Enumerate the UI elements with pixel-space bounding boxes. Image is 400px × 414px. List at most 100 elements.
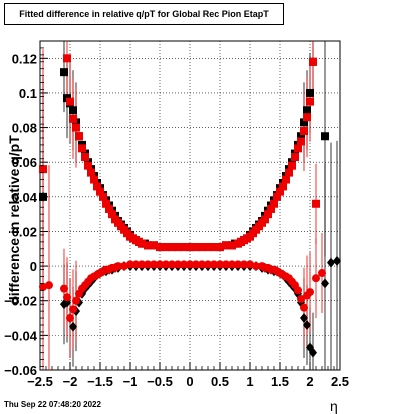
- x-tick-label: −1: [123, 374, 138, 389]
- data-point: [327, 257, 335, 268]
- data-point: [72, 123, 80, 132]
- data-point: [261, 215, 269, 224]
- data-point: [303, 106, 311, 115]
- data-point: [270, 199, 278, 208]
- data-point: [78, 144, 86, 153]
- data-point: [156, 243, 164, 252]
- timestamp-footer: Thu Sep 22 07:48:20 2022: [4, 400, 101, 409]
- data-point: [144, 260, 152, 269]
- data-point: [300, 118, 308, 127]
- data-point: [303, 113, 311, 122]
- data-points: [39, 54, 341, 358]
- x-tick-label: 0.5: [211, 374, 229, 389]
- x-axis-label: η: [330, 398, 338, 414]
- data-point: [66, 97, 74, 106]
- data-point: [285, 168, 293, 177]
- data-point: [69, 321, 77, 332]
- axes: −2.5 −2 −1.5 −1 −0.5 0 0.5 1 1.5 2 2.5 −0.06 −0.04 −0…: [4, 47, 349, 389]
- data-point: [273, 192, 281, 201]
- y-tick-label: 0.04: [12, 190, 38, 205]
- data-point: [168, 243, 176, 252]
- x-tick-label: 1: [246, 374, 253, 389]
- data-point: [267, 204, 275, 213]
- y-tick-label: 0.12: [12, 51, 37, 66]
- data-point: [252, 262, 260, 271]
- data-point: [120, 262, 128, 271]
- data-point: [168, 260, 176, 269]
- data-point: [216, 260, 224, 269]
- data-point: [294, 144, 302, 153]
- data-point: [144, 241, 152, 250]
- data-point: [180, 260, 188, 269]
- data-point: [312, 274, 320, 283]
- data-point: [246, 260, 254, 269]
- y-tick-label: 0.02: [12, 224, 37, 239]
- data-point: [180, 243, 188, 252]
- data-point: [66, 314, 74, 323]
- y-tick-label: 0.08: [12, 121, 37, 136]
- data-point: [228, 260, 236, 269]
- data-point: [210, 243, 218, 252]
- data-point: [138, 239, 146, 248]
- data-point: [72, 296, 80, 305]
- data-point: [96, 187, 104, 196]
- data-point: [198, 243, 206, 252]
- data-point: [114, 262, 122, 271]
- data-point: [63, 293, 71, 302]
- data-point: [321, 132, 329, 141]
- data-point: [216, 243, 224, 252]
- data-point: [69, 114, 77, 123]
- data-point: [174, 260, 182, 269]
- y-tick-label: −0.02: [4, 294, 37, 309]
- data-point: [321, 278, 329, 289]
- data-point: [60, 68, 68, 77]
- data-point: [81, 153, 89, 162]
- data-point: [108, 210, 116, 219]
- data-point: [333, 255, 341, 266]
- data-point: [297, 295, 305, 304]
- data-point: [300, 313, 308, 324]
- data-point: [186, 243, 194, 252]
- data-point: [105, 204, 113, 213]
- data-point: [150, 260, 158, 269]
- data-point: [210, 260, 218, 269]
- data-point: [318, 269, 326, 278]
- x-tick-label: 1.5: [271, 374, 289, 389]
- data-point: [69, 305, 77, 314]
- data-point: [222, 241, 230, 250]
- data-point: [69, 106, 77, 115]
- data-point: [309, 347, 317, 358]
- x-tick-label: −0.5: [147, 374, 173, 389]
- x-tick-label: 0: [186, 374, 193, 389]
- data-point: [306, 88, 314, 97]
- data-point: [192, 243, 200, 252]
- data-point: [102, 199, 110, 208]
- data-point: [306, 288, 314, 297]
- data-point: [288, 161, 296, 170]
- data-point: [204, 260, 212, 269]
- data-point: [156, 260, 164, 269]
- y-tick-label: −0.04: [4, 328, 38, 343]
- data-point: [228, 241, 236, 250]
- y-axis-label: difference in relative q/pT: [6, 135, 22, 305]
- data-point: [126, 260, 134, 269]
- data-point: [63, 54, 71, 63]
- x-tick-label: −2.5: [27, 374, 53, 389]
- y-tick-label: −0.06: [4, 363, 37, 378]
- data-point: [162, 260, 170, 269]
- data-point: [300, 127, 308, 136]
- data-point: [39, 165, 47, 174]
- data-point: [291, 153, 299, 162]
- data-point: [279, 182, 287, 191]
- data-point: [60, 284, 68, 293]
- data-point: [303, 319, 311, 330]
- y-tick-label: 0: [30, 259, 37, 274]
- y-tick-label: 0.06: [12, 155, 37, 170]
- data-point: [84, 161, 92, 170]
- data-point: [162, 243, 170, 252]
- data-point: [192, 260, 200, 269]
- data-point: [93, 182, 101, 191]
- data-point: [297, 137, 305, 146]
- data-point: [264, 210, 272, 219]
